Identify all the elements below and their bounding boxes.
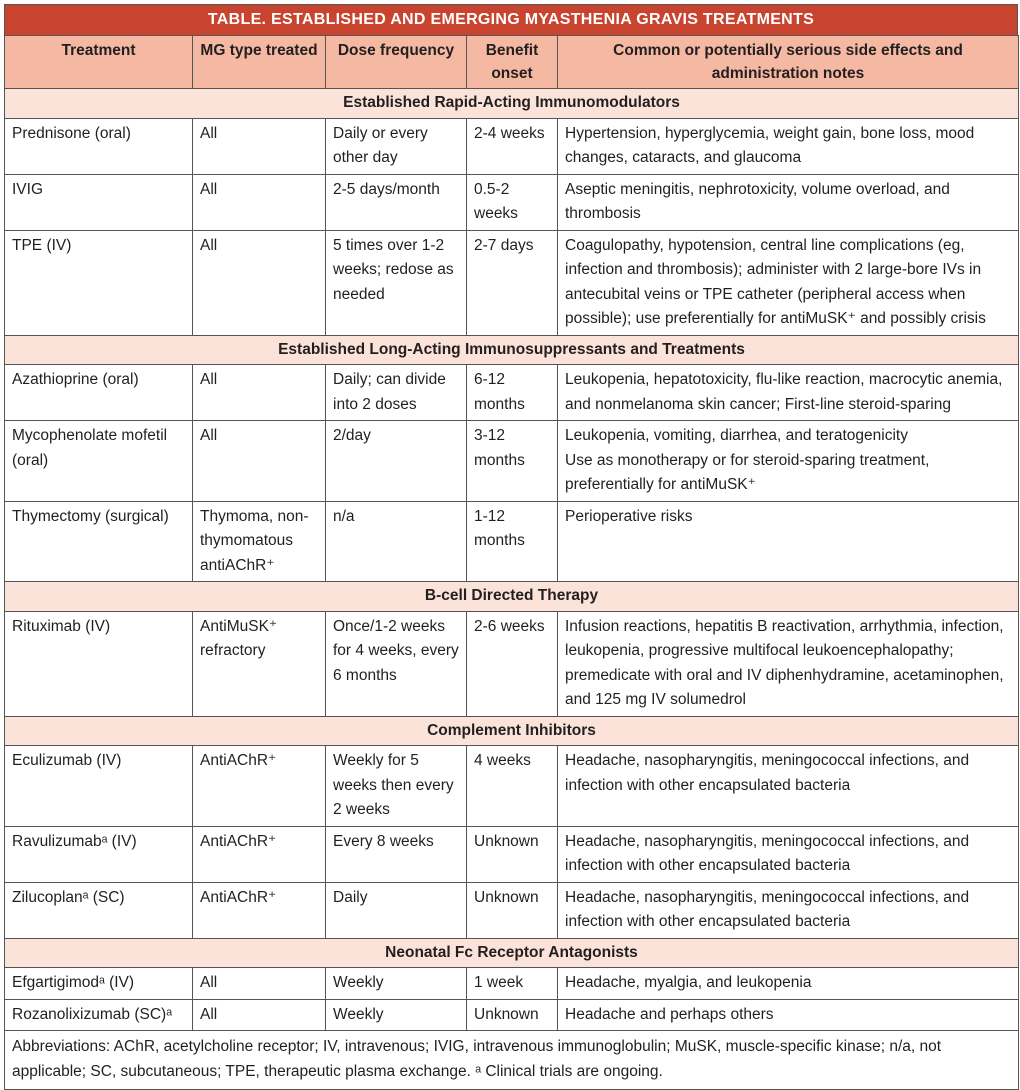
treatment-row: IVIG All 2-5 days/month 0.5-2 weeks Aseptic … (4, 173, 1019, 231)
cell: Every 8 weeks (325, 825, 467, 883)
cell: Ravulizumabᵃ (IV) (4, 825, 193, 883)
treatment-row: Thymectomy (surgical) Thymoma, non-thymom… (4, 500, 1019, 582)
cell: Rozanolixizumab (SC)ᵃ (4, 998, 193, 1031)
column-header: Common or potentially serious side effec… (557, 35, 1019, 89)
section-row: Established Long-Acting Immunosuppressan… (4, 334, 1019, 365)
cell: All (192, 967, 326, 1000)
treatment-row: Rozanolixizumab (SC)ᵃ All Weekly Unknown Hea… (4, 998, 1019, 1031)
cell: Thymectomy (surgical) (4, 500, 193, 582)
cell: Azathioprine (oral) (4, 364, 193, 421)
table-title: TABLE. ESTABLISHED AND EMERGING MYASTHEN… (4, 4, 1018, 35)
treatment-table: Treatment MG type treated Dose frequency Be… (4, 35, 1019, 1090)
cell: All (192, 420, 326, 502)
cell: Daily; can divide into 2 doses (325, 364, 467, 421)
treatment-row: Ravulizumabᵃ (IV) AntiAChR⁺ Every 8 weeks U… (4, 825, 1019, 883)
cell: Once/1-2 weeks for 4 weeks, every 6 mont… (325, 610, 467, 717)
cell: All (192, 117, 326, 175)
cell: All (192, 364, 326, 421)
cell: AntiAChR⁺ (192, 881, 326, 939)
section-title: B-cell Directed Therapy (4, 581, 1019, 612)
table-figure: TABLE. ESTABLISHED AND EMERGING MYASTHEN… (4, 4, 1019, 1090)
cell: Leukopenia, hepatotoxicity, flu-like rea… (557, 364, 1019, 421)
cell: 1-12 months (466, 500, 558, 582)
cell: All (192, 229, 326, 336)
cell: Thymoma, non-thymomatous antiAChR⁺ (192, 500, 326, 582)
cell: AntiMuSK⁺ refractory (192, 610, 326, 717)
cell: Prednisone (oral) (4, 117, 193, 175)
cell: All (192, 998, 326, 1031)
cell: AntiAChR⁺ (192, 825, 326, 883)
section-row: Complement Inhibitors (4, 715, 1019, 746)
cell: 4 weeks (466, 745, 558, 827)
cell: 2-4 weeks (466, 117, 558, 175)
cell: Weekly (325, 998, 467, 1031)
cell: 2/day (325, 420, 467, 502)
cell: Eculizumab (IV) (4, 745, 193, 827)
cell: Headache, nasopharyngitis, meningococcal… (557, 745, 1019, 827)
cell: Hypertension, hyperglycemia, weight gain… (557, 117, 1019, 175)
cell: Efgartigimodᵃ (IV) (4, 967, 193, 1000)
treatment-row: TPE (IV) All 5 times over 1-2 weeks; redos… (4, 229, 1019, 336)
cell: 1 week (466, 967, 558, 1000)
footnote: Abbreviations: AChR, acetylcholine recep… (4, 1030, 1019, 1090)
cell: Unknown (466, 881, 558, 939)
column-header: Benefit onset (466, 35, 558, 89)
treatment-row: Azathioprine (oral) All Daily; can divide … (4, 364, 1019, 421)
cell: Weekly for 5 weeks then every 2 weeks (325, 745, 467, 827)
cell: Perioperative risks (557, 500, 1019, 582)
header-row: Treatment MG type treated Dose frequency Be… (4, 35, 1019, 89)
section-row: B-cell Directed Therapy (4, 581, 1019, 612)
cell: Daily (325, 881, 467, 939)
treatment-row: Zilucoplanᵃ (SC) AntiAChR⁺ Daily Unknown Hea… (4, 881, 1019, 939)
treatment-row: Efgartigimodᵃ (IV) All Weekly 1 week Headach… (4, 967, 1019, 1000)
cell: IVIG (4, 173, 193, 231)
cell: Aseptic meningitis, nephrotoxicity, volu… (557, 173, 1019, 231)
cell: Daily or every other day (325, 117, 467, 175)
table-body: Established Rapid-Acting Immunomodulator… (4, 88, 1019, 1090)
column-header: MG type treated (192, 35, 326, 89)
cell: Unknown (466, 825, 558, 883)
cell: 5 times over 1-2 weeks; redose as needed (325, 229, 467, 336)
cell: 2-7 days (466, 229, 558, 336)
section-title: Complement Inhibitors (4, 715, 1019, 746)
cell: All (192, 173, 326, 231)
treatment-row: Rituximab (IV) AntiMuSK⁺ refractory Once/1… (4, 610, 1019, 717)
cell: 2-5 days/month (325, 173, 467, 231)
section-title: Established Long-Acting Immunosuppressan… (4, 334, 1019, 365)
cell: Unknown (466, 998, 558, 1031)
cell: Leukopenia, vomiting, diarrhea, and tera… (557, 420, 1019, 502)
cell: Headache, nasopharyngitis, meningococcal… (557, 881, 1019, 939)
treatment-row: Prednisone (oral) All Daily or every other… (4, 117, 1019, 175)
cell: 6-12 months (466, 364, 558, 421)
section-title: Neonatal Fc Receptor Antagonists (4, 937, 1019, 968)
cell: 0.5-2 weeks (466, 173, 558, 231)
cell: Headache, myalgia, and leukopenia (557, 967, 1019, 1000)
cell: Coagulopathy, hypotension, central line … (557, 229, 1019, 336)
section-row: Neonatal Fc Receptor Antagonists (4, 937, 1019, 968)
treatment-row: Eculizumab (IV) AntiAChR⁺ Weekly for 5 wee… (4, 745, 1019, 827)
cell: AntiAChR⁺ (192, 745, 326, 827)
cell: Zilucoplanᵃ (SC) (4, 881, 193, 939)
cell: 3-12 months (466, 420, 558, 502)
cell: n/a (325, 500, 467, 582)
cell: Headache and perhaps others (557, 998, 1019, 1031)
cell: Headache, nasopharyngitis, meningococcal… (557, 825, 1019, 883)
treatment-row: Mycophenolate mofetil (oral) All 2/day 3-12… (4, 420, 1019, 502)
cell: Infusion reactions, hepatitis B reactiva… (557, 610, 1019, 717)
cell: TPE (IV) (4, 229, 193, 336)
section-row: Established Rapid-Acting Immunomodulator… (4, 88, 1019, 119)
cell: 2-6 weeks (466, 610, 558, 717)
section-title: Established Rapid-Acting Immunomodulator… (4, 88, 1019, 119)
cell: Rituximab (IV) (4, 610, 193, 717)
cell: Weekly (325, 967, 467, 1000)
column-header: Treatment (4, 35, 193, 89)
column-header: Dose frequency (325, 35, 467, 89)
cell: Mycophenolate mofetil (oral) (4, 420, 193, 502)
footnote-row: Abbreviations: AChR, acetylcholine recep… (4, 1030, 1019, 1090)
